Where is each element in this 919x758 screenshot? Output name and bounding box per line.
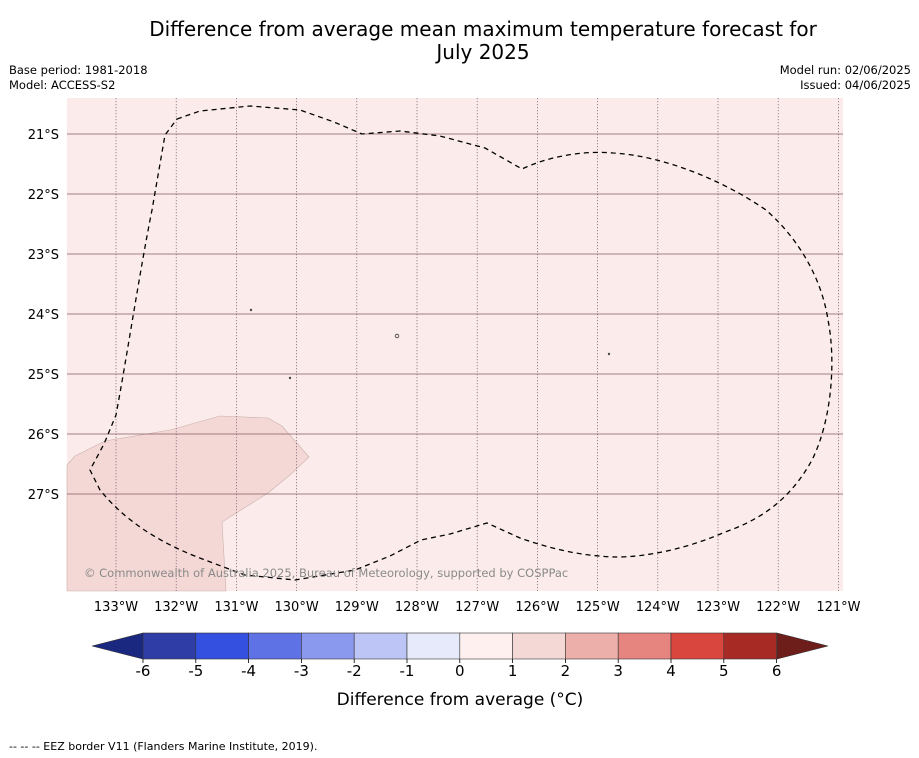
lon-tick-label: 124°W	[636, 600, 680, 615]
lon-tick-label: 128°W	[395, 600, 439, 615]
copyright-text: © Commonwealth of Australia 2025, Bureau…	[84, 566, 568, 580]
chart-title: Difference from average mean maximum tem…	[0, 18, 919, 64]
colorbar-segment	[723, 632, 777, 660]
title-line-1: Difference from average mean maximum tem…	[149, 17, 817, 41]
colorbar-tick-label: -4	[241, 662, 256, 680]
colorbar-tick-label: -6	[136, 662, 151, 680]
colorbar-segment	[617, 632, 672, 660]
island-1	[249, 308, 253, 312]
colorbar-tick-label: 0	[455, 662, 465, 680]
colorbar-segment	[459, 632, 513, 660]
colorbar-segment	[301, 632, 355, 660]
colorbar-segment	[512, 632, 566, 660]
colorbar-tick-label: 1	[508, 662, 518, 680]
colorbar-tick-label: 4	[666, 662, 676, 680]
colorbar-tick-label: 2	[561, 662, 571, 680]
lat-tick-label: 25°S	[28, 368, 59, 383]
lon-tick-label: 130°W	[275, 600, 319, 615]
colorbar-label: Difference from average (°C)	[337, 690, 584, 710]
lat-tick-label: 21°S	[28, 128, 59, 143]
lat-tick-label: 26°S	[28, 428, 59, 443]
metadata-right: Model run: 02/06/2025 Issued: 04/06/2025	[780, 63, 911, 93]
colorbar-high-extend	[776, 632, 829, 660]
latitude-gridlines	[67, 133, 843, 495]
footer-note: -- -- -- EEZ border V11 (Flanders Marine…	[9, 740, 318, 753]
map-figure: 133°W 132°W 131°W 130°W 129°W 128°W 127°W 126°W…	[28, 98, 861, 710]
colorbar-segment	[195, 632, 249, 660]
colorbar-segment	[670, 632, 725, 660]
lat-tick-label: 24°S	[28, 308, 59, 323]
island-2	[394, 333, 400, 339]
lon-tick-label: 123°W	[696, 600, 740, 615]
lat-tick-label: 22°S	[28, 188, 59, 203]
latitude-labels: 21°S 22°S 23°S 24°S 25°S 26°S 27°S	[28, 128, 59, 503]
issued-date: Issued: 04/06/2025	[800, 78, 911, 92]
colorbar-low-extend	[91, 632, 144, 660]
lat-tick-label: 27°S	[28, 488, 59, 503]
island-4	[607, 352, 611, 356]
model-name: Model: ACCESS-S2	[9, 78, 116, 92]
colorbar-tick-label: 3	[613, 662, 623, 680]
colorbar-segment	[406, 632, 461, 660]
longitude-labels: 133°W 132°W 131°W 130°W 129°W 128°W 127°W 126°W…	[94, 600, 861, 615]
title-line-2: July 2025	[436, 40, 530, 64]
lon-tick-label: 125°W	[576, 600, 620, 615]
colorbar-tick-label: -2	[347, 662, 362, 680]
island-3	[288, 376, 292, 380]
base-period: Base period: 1981-2018	[9, 63, 148, 77]
lon-tick-label: 121°W	[816, 600, 860, 615]
longitude-gridlines	[115, 98, 839, 591]
colorbar-segment	[248, 632, 302, 660]
lat-tick-label: 23°S	[28, 248, 59, 263]
colorbar-segment	[142, 632, 197, 660]
lon-tick-label: 132°W	[154, 600, 198, 615]
model-run: Model run: 02/06/2025	[779, 63, 911, 77]
anomaly-patch	[66, 415, 310, 592]
lon-tick-label: 122°W	[756, 600, 800, 615]
islands	[249, 308, 611, 380]
colorbar-tick-label: -3	[294, 662, 309, 680]
eez-border	[89, 105, 833, 581]
lon-tick-label: 127°W	[455, 600, 499, 615]
colorbar-tick-label: -5	[188, 662, 203, 680]
lon-tick-label: 126°W	[515, 600, 559, 615]
colorbar: -6 -5 -4 -3 -2 -1 0 1 2 3 4 5 6	[91, 632, 829, 680]
colorbar-tick-label: 5	[719, 662, 729, 680]
metadata-left: Base period: 1981-2018 Model: ACCESS-S2	[9, 63, 148, 93]
lon-tick-label: 133°W	[94, 600, 138, 615]
colorbar-segment	[565, 632, 619, 660]
lon-tick-label: 129°W	[335, 600, 379, 615]
colorbar-segment	[353, 632, 408, 660]
colorbar-tick-label: -1	[400, 662, 415, 680]
lon-tick-label: 131°W	[214, 600, 258, 615]
colorbar-tick-label: 6	[772, 662, 782, 680]
